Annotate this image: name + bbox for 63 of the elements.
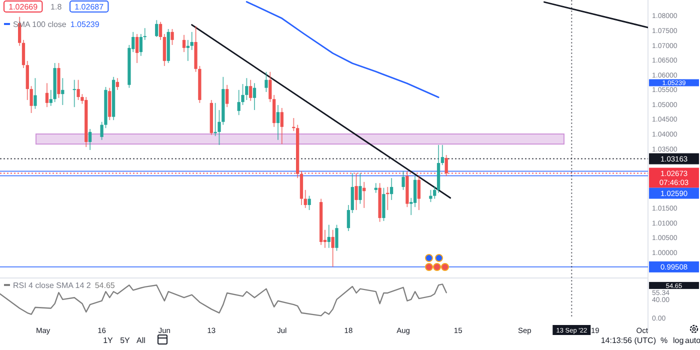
text: % bbox=[660, 336, 668, 345]
candlestick bbox=[264, 71, 268, 92]
candlestick bbox=[331, 229, 334, 268]
candlestick bbox=[382, 187, 386, 222]
candlestick bbox=[417, 176, 421, 211]
candlestick bbox=[280, 107, 284, 145]
candlestick bbox=[413, 176, 417, 208]
candlestick bbox=[249, 79, 252, 102]
candlestick bbox=[335, 224, 338, 252]
candlestick bbox=[34, 78, 37, 110]
candlestick bbox=[272, 94, 276, 128]
line-series bbox=[0, 284, 447, 316]
candlestick bbox=[158, 21, 162, 40]
candlestick bbox=[22, 39, 26, 69]
candlestick bbox=[237, 89, 240, 116]
candlestick bbox=[350, 172, 354, 214]
candlestick bbox=[354, 172, 358, 211]
candlestick bbox=[61, 78, 64, 106]
candlestick bbox=[226, 84, 229, 108]
candlestick bbox=[182, 34, 186, 53]
candlestick bbox=[304, 189, 307, 208]
candlestick bbox=[116, 78, 120, 90]
candlestick bbox=[155, 20, 158, 38]
annotation: 1.02687 bbox=[74, 2, 104, 12]
candlestick bbox=[433, 186, 436, 200]
candlestick bbox=[72, 79, 76, 108]
legend-label: RSI 4 close SMA 14 2 bbox=[13, 281, 91, 290]
candlestick bbox=[186, 39, 190, 62]
annotation: 1.8 bbox=[50, 2, 62, 12]
candlestick bbox=[402, 170, 405, 190]
candlestick bbox=[45, 82, 49, 108]
candlestick bbox=[268, 71, 272, 103]
candlestick bbox=[358, 172, 362, 204]
candlestick bbox=[30, 86, 33, 114]
candlestick bbox=[252, 82, 256, 111]
candlestick bbox=[170, 28, 174, 46]
candlestick bbox=[276, 104, 280, 140]
candlestick bbox=[444, 154, 448, 177]
candlestick bbox=[429, 189, 432, 203]
candlestick bbox=[390, 178, 394, 200]
candlestick bbox=[139, 34, 143, 56]
candlestick bbox=[162, 34, 166, 66]
candlestick bbox=[374, 182, 378, 194]
text: 14:13:56 (UTC) bbox=[600, 336, 656, 345]
annotation: 54.65 bbox=[94, 281, 116, 290]
line-series bbox=[246, 1, 440, 98]
candlestick bbox=[308, 195, 311, 211]
text: All bbox=[136, 336, 146, 345]
candlestick bbox=[26, 60, 29, 100]
annotation: 1.05239 bbox=[70, 20, 100, 29]
candlestick bbox=[346, 204, 350, 232]
candlestick bbox=[135, 34, 139, 64]
candlestick bbox=[76, 79, 80, 100]
candlestick bbox=[440, 144, 444, 166]
candlestick bbox=[143, 28, 146, 40]
text: log bbox=[673, 336, 684, 345]
text: 1Y bbox=[103, 336, 114, 345]
text: 5Y bbox=[120, 336, 131, 345]
candlestick bbox=[88, 128, 92, 150]
candlestick bbox=[327, 224, 330, 248]
annotation: 1.02669 bbox=[8, 2, 38, 12]
candlestick bbox=[190, 31, 194, 50]
text: auto bbox=[685, 336, 700, 345]
